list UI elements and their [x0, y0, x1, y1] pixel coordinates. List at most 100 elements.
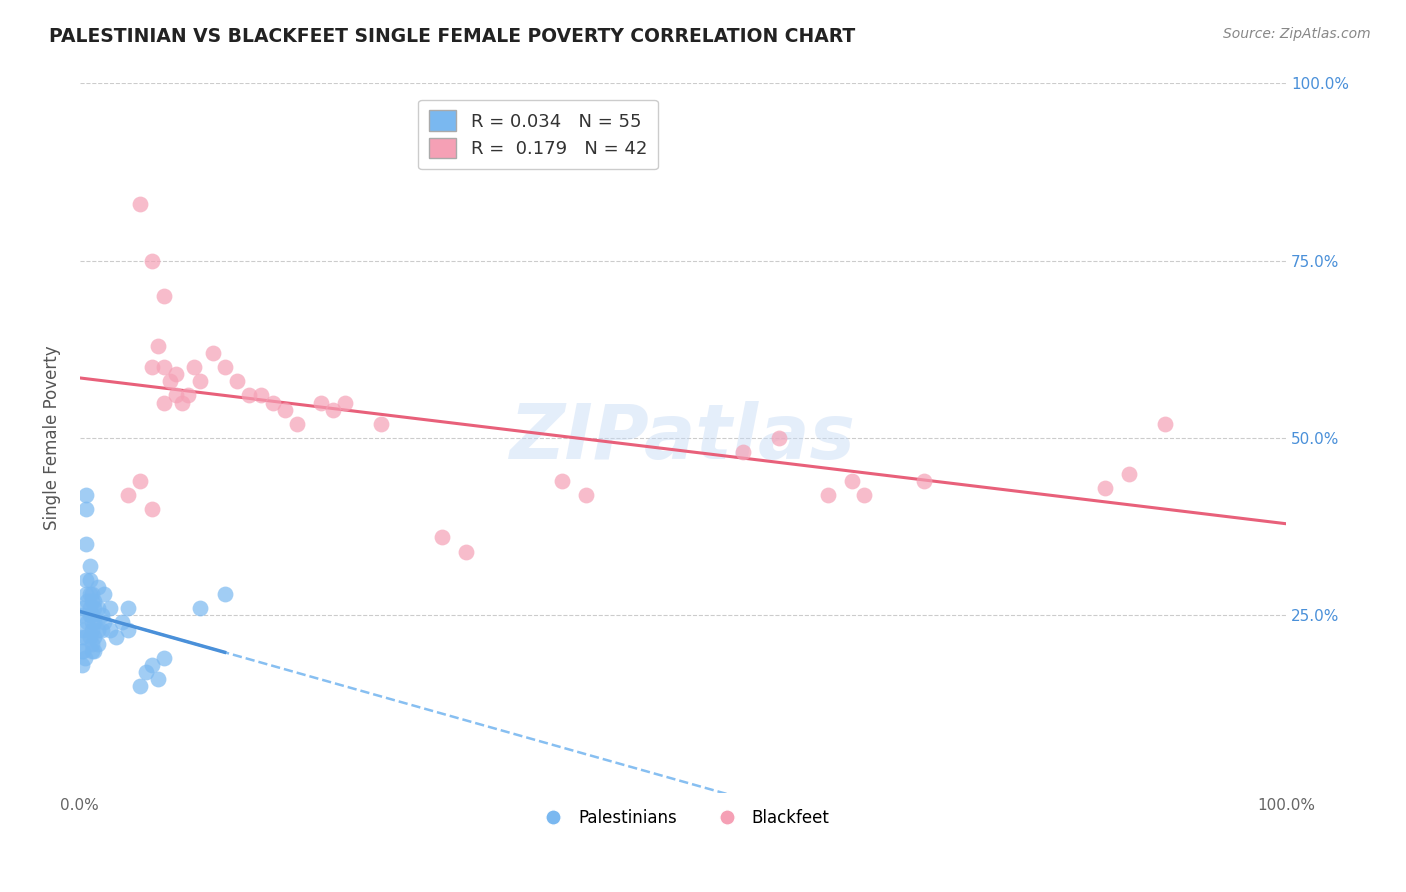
Text: ZIPatlas: ZIPatlas	[510, 401, 856, 475]
Point	[309, 395, 332, 409]
Point	[768, 431, 790, 445]
Point	[72, 623, 94, 637]
Point	[454, 544, 477, 558]
Point	[190, 374, 212, 388]
Point	[148, 339, 170, 353]
Point	[93, 587, 115, 601]
Point	[172, 395, 194, 409]
Point	[159, 374, 181, 388]
Point	[93, 615, 115, 630]
Point	[430, 530, 453, 544]
Point	[83, 630, 105, 644]
Point	[141, 502, 163, 516]
Point	[841, 474, 863, 488]
Point	[79, 601, 101, 615]
Point	[183, 360, 205, 375]
Point	[117, 623, 139, 637]
Point	[153, 289, 176, 303]
Point	[153, 395, 176, 409]
Point	[141, 360, 163, 375]
Point	[153, 360, 176, 375]
Point	[80, 637, 103, 651]
Point	[129, 197, 152, 211]
Point	[262, 395, 284, 409]
Point	[249, 388, 271, 402]
Point	[79, 630, 101, 644]
Point	[73, 630, 96, 644]
Legend: Palestinians, Blackfeet: Palestinians, Blackfeet	[530, 803, 837, 834]
Point	[90, 623, 112, 637]
Point	[551, 474, 574, 488]
Point	[225, 374, 247, 388]
Point	[83, 644, 105, 658]
Point	[72, 601, 94, 615]
Point	[80, 644, 103, 658]
Point	[370, 417, 392, 431]
Point	[214, 360, 236, 375]
Point	[1118, 467, 1140, 481]
Point	[76, 594, 98, 608]
Point	[73, 651, 96, 665]
Point	[75, 488, 97, 502]
Point	[75, 573, 97, 587]
Point	[117, 601, 139, 615]
Text: PALESTINIAN VS BLACKFEET SINGLE FEMALE POVERTY CORRELATION CHART: PALESTINIAN VS BLACKFEET SINGLE FEMALE P…	[49, 27, 855, 45]
Point	[79, 573, 101, 587]
Point	[72, 644, 94, 658]
Point	[177, 388, 200, 402]
Point	[190, 601, 212, 615]
Point	[238, 388, 260, 402]
Point	[90, 608, 112, 623]
Point	[817, 488, 839, 502]
Point	[733, 445, 755, 459]
Point	[83, 615, 105, 630]
Point	[852, 488, 875, 502]
Point	[87, 623, 110, 637]
Text: Source: ZipAtlas.com: Source: ZipAtlas.com	[1223, 27, 1371, 41]
Point	[135, 665, 157, 679]
Point	[72, 608, 94, 623]
Point	[72, 658, 94, 673]
Point	[98, 601, 121, 615]
Point	[80, 587, 103, 601]
Point	[72, 630, 94, 644]
Point	[75, 537, 97, 551]
Point	[105, 630, 128, 644]
Point	[98, 623, 121, 637]
Point	[129, 474, 152, 488]
Point	[214, 587, 236, 601]
Point	[575, 488, 598, 502]
Point	[80, 608, 103, 623]
Point	[274, 402, 297, 417]
Point	[80, 594, 103, 608]
Point	[80, 623, 103, 637]
Point	[75, 587, 97, 601]
Point	[148, 672, 170, 686]
Point	[1094, 481, 1116, 495]
Point	[141, 253, 163, 268]
Point	[117, 488, 139, 502]
Point	[201, 346, 224, 360]
Point	[83, 601, 105, 615]
Point	[111, 615, 134, 630]
Point	[83, 594, 105, 608]
Point	[335, 395, 357, 409]
Point	[76, 615, 98, 630]
Point	[912, 474, 935, 488]
Point	[129, 679, 152, 693]
Point	[87, 601, 110, 615]
Point	[80, 615, 103, 630]
Point	[285, 417, 308, 431]
Point	[87, 637, 110, 651]
Point	[79, 587, 101, 601]
Point	[79, 608, 101, 623]
Point	[153, 651, 176, 665]
Y-axis label: Single Female Poverty: Single Female Poverty	[44, 346, 60, 531]
Point	[75, 502, 97, 516]
Point	[87, 580, 110, 594]
Point	[79, 558, 101, 573]
Point	[165, 368, 187, 382]
Point	[141, 658, 163, 673]
Point	[1154, 417, 1177, 431]
Point	[322, 402, 344, 417]
